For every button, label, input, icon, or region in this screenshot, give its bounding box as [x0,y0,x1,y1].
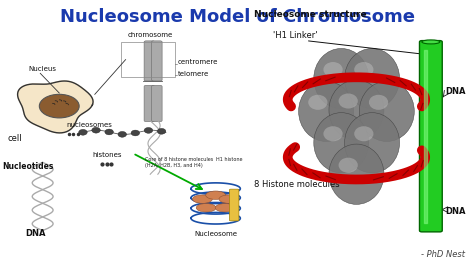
Text: DNA: DNA [25,229,46,238]
FancyBboxPatch shape [144,85,155,122]
Bar [121,42,175,77]
Ellipse shape [329,144,384,204]
Text: centromere: centromere [178,59,218,65]
Ellipse shape [323,126,343,141]
FancyBboxPatch shape [229,189,239,221]
Ellipse shape [131,130,140,136]
Ellipse shape [215,204,235,212]
Ellipse shape [196,204,216,212]
Ellipse shape [92,127,100,133]
Ellipse shape [422,40,440,44]
FancyBboxPatch shape [419,41,442,232]
Ellipse shape [314,48,369,109]
Text: 8 Histone molecules: 8 Histone molecules [254,180,339,189]
Ellipse shape [359,81,414,141]
Text: Core of 8 histone molecules
(H2A, H2B, H3, and H4): Core of 8 histone molecules (H2A, H2B, H… [145,157,213,168]
Text: Nucleus: Nucleus [28,66,56,72]
Text: cell: cell [7,134,22,144]
Ellipse shape [118,132,127,137]
Text: DNA: DNA [446,206,466,216]
Ellipse shape [329,80,384,140]
Text: - PhD Nest: - PhD Nest [420,250,465,259]
Ellipse shape [157,128,166,134]
Ellipse shape [314,113,369,173]
Ellipse shape [144,128,153,133]
Text: histones: histones [92,152,122,158]
Ellipse shape [206,191,226,199]
Ellipse shape [323,62,343,77]
Polygon shape [18,81,93,133]
Text: Nucleosome Model of Chromosome: Nucleosome Model of Chromosome [60,8,414,26]
Text: Nucleosome structure: Nucleosome structure [254,10,366,19]
Ellipse shape [308,95,328,110]
FancyBboxPatch shape [152,85,162,122]
Ellipse shape [338,158,358,173]
Text: Nucleotides: Nucleotides [2,162,54,171]
Ellipse shape [369,95,388,110]
FancyBboxPatch shape [144,41,155,81]
Text: nucleosomes: nucleosomes [66,122,112,128]
Ellipse shape [345,113,400,173]
Text: Nucleosome: Nucleosome [194,231,237,237]
Ellipse shape [79,129,87,135]
Ellipse shape [338,94,358,108]
FancyBboxPatch shape [152,41,162,81]
Ellipse shape [354,62,374,77]
Ellipse shape [192,195,212,203]
Ellipse shape [345,48,400,109]
Ellipse shape [39,94,79,118]
Ellipse shape [105,129,113,135]
Text: DNA: DNA [446,87,466,96]
Text: chromosome: chromosome [128,32,173,38]
Ellipse shape [219,195,239,203]
Ellipse shape [299,81,354,141]
Text: H1 histone: H1 histone [216,157,242,162]
Text: 'H1 Linker': 'H1 Linker' [273,31,317,40]
Ellipse shape [354,126,374,141]
Text: telomere: telomere [178,71,209,77]
